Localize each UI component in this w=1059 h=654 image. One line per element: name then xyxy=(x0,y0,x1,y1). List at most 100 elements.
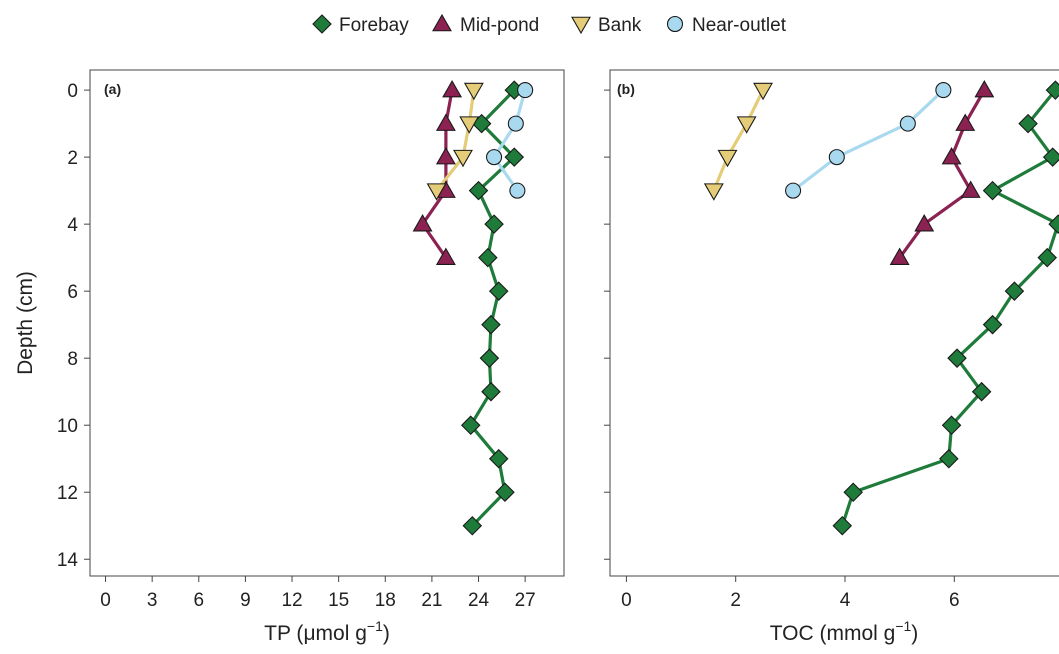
panel-a-ylabel: Depth (cm) xyxy=(14,271,37,375)
legend-item-bank: Bank xyxy=(571,15,642,36)
data-point-mid-pond xyxy=(941,147,962,165)
data-point-bank xyxy=(703,183,724,201)
legend-label: Forebay xyxy=(339,15,409,36)
series-line-bank xyxy=(712,89,765,192)
data-point-forebay xyxy=(484,214,504,234)
data-point-forebay xyxy=(1042,147,1059,167)
x-tick-label: 6 xyxy=(193,590,204,611)
data-point-forebay xyxy=(468,180,489,201)
legend-label: Near-outlet xyxy=(692,15,787,36)
data-point-forebay xyxy=(460,415,481,435)
x-tick-label: 0 xyxy=(621,590,632,611)
panel-a-xlabel: TP (μmol g−1) xyxy=(264,618,390,645)
data-point-bank xyxy=(459,116,480,134)
data-point-forebay xyxy=(982,180,1003,201)
x-tick-label: 18 xyxy=(375,590,396,611)
data-point-bank xyxy=(453,149,473,168)
data-point-mid-pond xyxy=(889,247,910,265)
data-point-forebay xyxy=(947,348,967,368)
data-point-forebay xyxy=(479,348,500,368)
y-tick-label: 6 xyxy=(67,282,78,303)
data-point-near-outlet xyxy=(517,82,534,99)
data-point-mid-pond xyxy=(435,113,456,131)
x-tick-label: 9 xyxy=(240,590,251,611)
data-point-near-outlet xyxy=(785,182,802,199)
data-point-near-outlet xyxy=(486,149,503,166)
data-point-forebay xyxy=(1004,281,1025,301)
data-point-bank xyxy=(463,82,484,101)
data-point-bank xyxy=(736,116,757,134)
y-tick-label: 14 xyxy=(57,550,79,571)
legend-marker-bank xyxy=(571,16,591,35)
data-point-forebay xyxy=(481,381,501,402)
data-point-forebay xyxy=(941,415,962,435)
x-tick-label: 0 xyxy=(100,590,111,611)
series-line-near-outlet xyxy=(492,89,527,192)
x-tick-label: 12 xyxy=(281,590,302,611)
data-point-forebay xyxy=(495,482,515,503)
x-tick-label: 27 xyxy=(515,590,536,611)
data-point-near-outlet xyxy=(507,115,524,132)
y-tick-label: 0 xyxy=(67,81,78,102)
data-point-forebay xyxy=(1045,80,1059,100)
panel-b-plot xyxy=(703,79,1059,536)
x-tick-label: 2 xyxy=(730,590,741,611)
data-point-mid-pond xyxy=(435,247,456,265)
data-point-forebay xyxy=(481,314,501,335)
data-point-mid-pond xyxy=(960,180,981,198)
data-point-mid-pond xyxy=(442,79,463,98)
data-point-forebay xyxy=(488,448,509,469)
panel-b-xlabel: TOC (mmol g−1) xyxy=(770,618,919,645)
data-point-mid-pond xyxy=(412,214,433,232)
data-point-near-outlet xyxy=(828,149,845,166)
data-point-near-outlet xyxy=(899,115,916,132)
data-point-forebay xyxy=(1037,247,1057,268)
legend-item-forebay: Forebay xyxy=(312,14,409,36)
legend-marker-near-outlet xyxy=(666,15,684,33)
x-tick-label: 15 xyxy=(328,590,349,611)
legend-label: Bank xyxy=(598,15,642,36)
y-tick-label: 10 xyxy=(57,416,78,437)
legend-marker-forebay xyxy=(312,14,332,34)
legend-label: Mid-pond xyxy=(460,15,539,36)
legend-item-mid-pond: Mid-pond xyxy=(432,13,539,36)
data-point-forebay xyxy=(982,314,1003,335)
data-point-forebay xyxy=(832,515,853,536)
data-point-forebay xyxy=(971,381,992,402)
data-point-forebay xyxy=(488,281,509,301)
series-line-mid-pond xyxy=(421,89,454,259)
y-tick-label: 2 xyxy=(67,148,78,169)
data-point-mid-pond xyxy=(955,113,976,131)
legend-marker-mid-pond xyxy=(432,13,452,32)
data-point-near-outlet xyxy=(935,82,952,99)
data-point-bank xyxy=(753,82,773,101)
x-tick-label: 4 xyxy=(840,590,851,611)
y-tick-label: 12 xyxy=(57,483,78,504)
data-point-bank xyxy=(717,149,738,168)
panel-a-label: (a) xyxy=(104,81,121,97)
panel-b-label: (b) xyxy=(617,81,635,97)
data-point-mid-pond xyxy=(435,147,456,165)
data-point-forebay xyxy=(1018,113,1038,134)
series-line-forebay xyxy=(469,88,516,527)
series-line-mid-pond xyxy=(898,89,986,259)
panel-a-plot xyxy=(412,79,534,536)
x-tick-label: 6 xyxy=(949,590,960,611)
data-point-forebay xyxy=(1048,214,1059,234)
series-line-bank xyxy=(435,89,476,192)
data-point-forebay xyxy=(843,482,863,503)
series-line-near-outlet xyxy=(792,88,945,192)
x-tick-label: 21 xyxy=(421,590,442,611)
data-point-forebay xyxy=(478,247,498,268)
data-point-mid-pond xyxy=(914,214,935,232)
data-point-forebay xyxy=(939,448,959,469)
legend: Forebay Mid-pond Bank Near-outlet xyxy=(312,13,787,36)
y-tick-label: 8 xyxy=(67,349,78,370)
x-tick-label: 24 xyxy=(468,590,490,611)
data-point-forebay xyxy=(504,147,525,167)
